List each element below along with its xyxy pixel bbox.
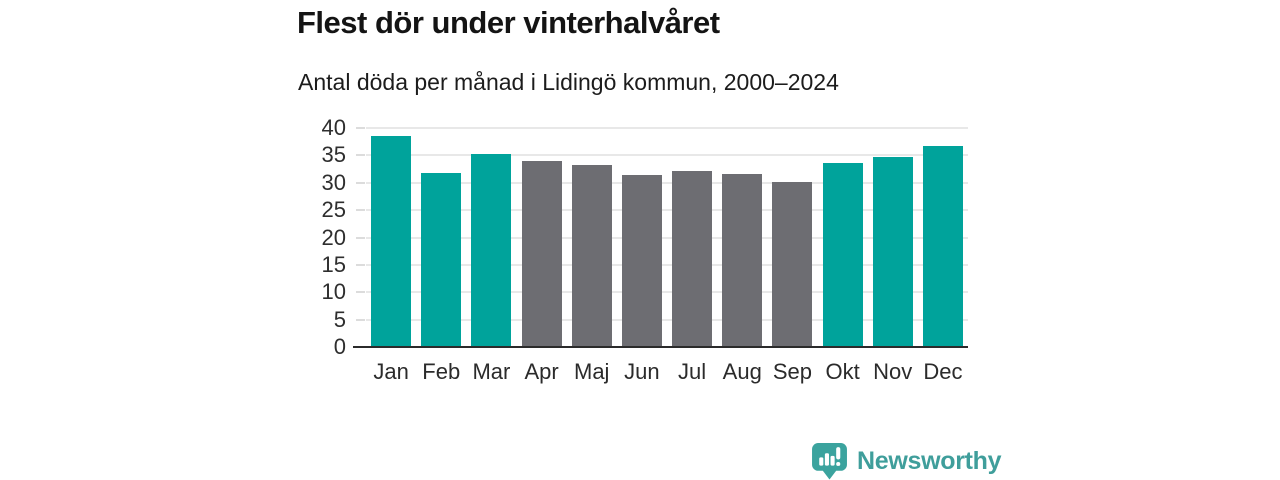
bar-dec	[922, 146, 963, 347]
gridline-25	[366, 209, 968, 212]
y-tick-label-0: 0	[333, 334, 346, 359]
bar-okt	[822, 162, 863, 347]
x-tick-label-jan: Jan	[373, 359, 409, 384]
y-tick-label-25: 25	[321, 197, 346, 223]
x-tick-label-feb: Feb	[422, 359, 461, 384]
y-tick-label-5: 5	[333, 306, 346, 332]
y-tick-mark-25	[356, 209, 365, 212]
x-tick-label-okt: Okt	[825, 359, 860, 384]
bar-apr	[521, 161, 562, 347]
x-tick-label-jul: Jul	[678, 359, 707, 384]
brand-footer: Newsworthy	[811, 442, 1002, 480]
bar-jul	[672, 170, 713, 347]
bar-aug	[722, 174, 763, 347]
bar-mar	[471, 154, 512, 347]
chart-subtitle: Antal döda per månad i Lidingö kommun, 2…	[298, 69, 839, 95]
newsworthy-logo-icon	[811, 442, 848, 480]
y-tick-label-10: 10	[321, 279, 346, 305]
y-tick-mark-35	[356, 154, 365, 157]
bar-maj	[571, 164, 612, 347]
y-tick-label-20: 20	[321, 224, 346, 250]
chart-title: Flest dör under vinterhalvåret	[297, 5, 720, 40]
gridline-10	[366, 291, 968, 294]
gridline-40	[366, 127, 968, 129]
y-tick-mark-15	[356, 263, 365, 266]
y-tick-mark-20	[356, 236, 365, 239]
plot-area	[353, 127, 968, 348]
gridline-20	[366, 236, 968, 239]
x-tick-label-jun: Jun	[624, 359, 660, 384]
x-tick-label-sep: Sep	[772, 359, 812, 384]
y-tick-mark-30	[356, 181, 365, 184]
y-tick-mark-40	[356, 127, 365, 129]
bar-sep	[772, 182, 813, 347]
x-tick-label-aug: Aug	[722, 359, 762, 384]
brand-name: Newsworthy	[857, 447, 1002, 475]
gridline-30	[366, 181, 968, 184]
y-tick-label-30: 30	[321, 169, 346, 195]
x-axis-line	[353, 346, 968, 348]
gridline-35	[366, 154, 968, 157]
y-tick-label-15: 15	[321, 251, 346, 277]
bar-feb	[421, 173, 462, 347]
x-tick-label-maj: Maj	[574, 359, 610, 384]
bar-nov	[872, 157, 913, 347]
y-tick-mark-5	[356, 318, 365, 321]
x-tick-label-apr: Apr	[524, 359, 559, 384]
x-tick-label-mar: Mar	[472, 359, 511, 384]
y-tick-label-35: 35	[321, 142, 346, 168]
bar-jan	[371, 135, 412, 347]
y-tick-label-40: 40	[321, 115, 346, 140]
y-tick-mark-10	[356, 291, 365, 294]
gridline-15	[366, 263, 968, 266]
x-tick-label-dec: Dec	[923, 359, 963, 384]
x-tick-label-nov: Nov	[873, 359, 913, 384]
bar-jun	[621, 175, 662, 347]
gridline-5	[366, 318, 968, 321]
